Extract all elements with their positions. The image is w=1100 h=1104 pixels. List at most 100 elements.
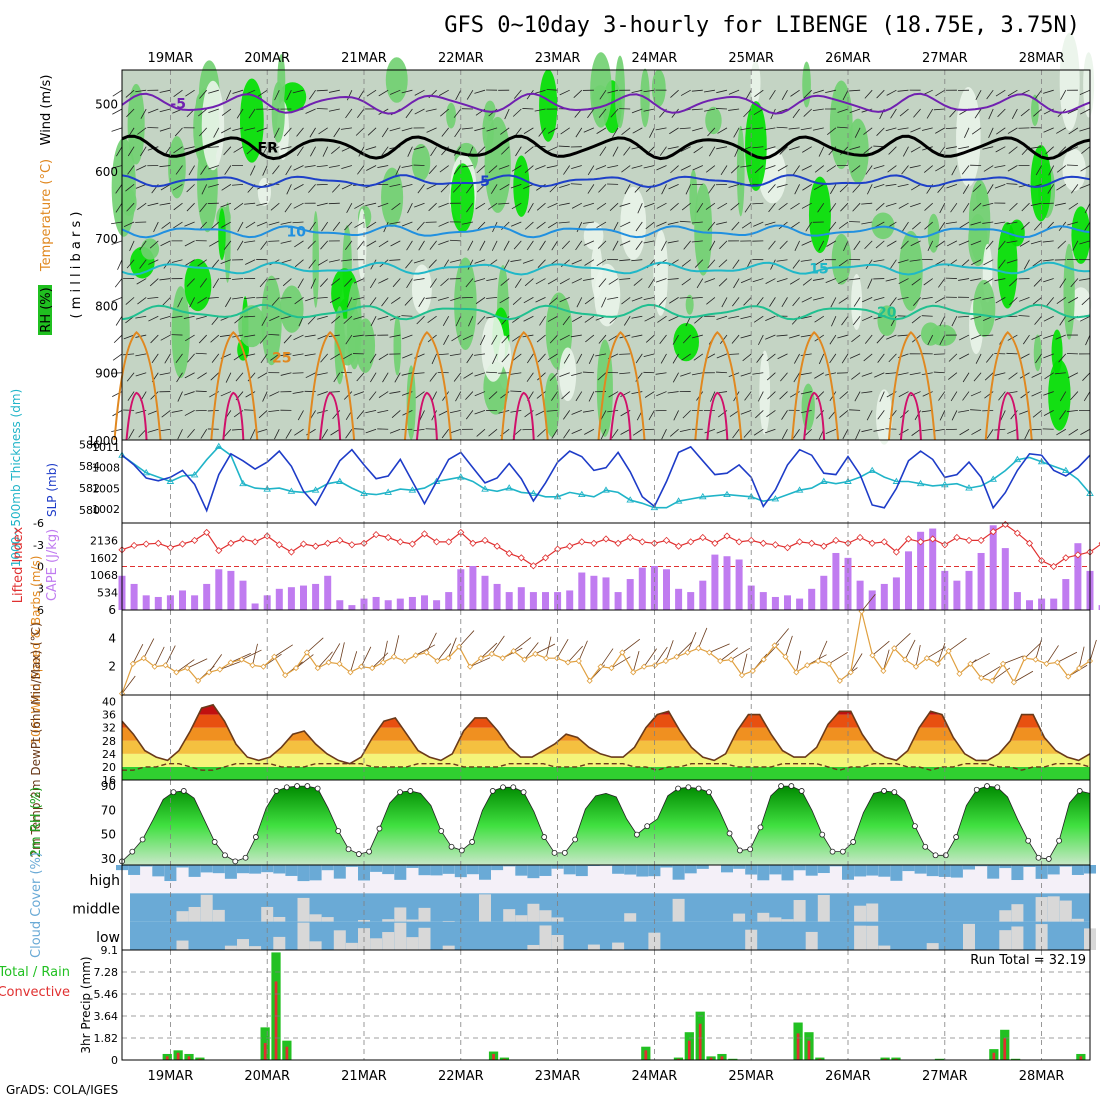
rh-marker — [130, 849, 135, 854]
day-label-bottom: 19MAR — [148, 1069, 194, 1084]
lifted-index-marker — [530, 563, 536, 569]
cloud-gap-middle — [273, 917, 285, 922]
rh-marker — [851, 839, 856, 844]
slp-tick-label: 1005 — [92, 482, 120, 495]
day-label-bottom: 24MAR — [632, 1069, 678, 1084]
rh-tick-label: 50 — [101, 828, 116, 842]
contour-label: 15 — [809, 261, 828, 277]
rh-marker — [243, 855, 248, 860]
cloud-gap-low — [394, 923, 406, 950]
wind-barb-10m — [448, 638, 456, 658]
cape-bar — [494, 584, 501, 610]
cape-bar — [1050, 599, 1057, 610]
rh-marker — [830, 849, 835, 854]
temp-tick-label: 32 — [102, 722, 116, 735]
cloud-gap-middle — [866, 904, 878, 922]
wind-barb-10m — [514, 638, 531, 652]
lifted-index-marker — [676, 543, 682, 549]
wind-barb — [317, 109, 328, 110]
slp-tick-label: 1002 — [92, 503, 120, 516]
cloud-gap-low — [612, 943, 624, 950]
wind-barb-10m — [1036, 638, 1042, 659]
rh-marker — [737, 848, 742, 853]
cape-bar — [203, 584, 210, 610]
cape-bar — [300, 586, 307, 610]
cloud-gap-low — [310, 941, 322, 950]
cape-bar — [240, 581, 247, 610]
cloud-gap-low — [419, 928, 431, 950]
cloud-bar-high — [213, 865, 225, 873]
day-label-top: 22MAR — [438, 51, 484, 66]
rh-marker — [449, 844, 454, 849]
cloud-bar-high — [733, 865, 745, 869]
wind-tick-label: 4 — [108, 631, 116, 645]
precip-convective-bar — [688, 1041, 691, 1060]
precip-convective-bar — [492, 1054, 495, 1060]
rh-marker — [923, 844, 928, 849]
rh-marker — [212, 839, 217, 844]
rh-tick-label: 70 — [101, 803, 116, 817]
lifted-index-line — [122, 525, 1100, 567]
wind-speed-marker — [413, 653, 418, 658]
li-tick-label: -3 — [33, 539, 44, 552]
rh-blob — [280, 286, 304, 333]
day-label-bottom: 23MAR — [535, 1069, 581, 1084]
pressure-tick-label: 500 — [95, 98, 118, 112]
cloud-gap-middle — [769, 917, 781, 921]
cloud-gap-middle — [322, 917, 334, 922]
cloud-bar-high — [467, 865, 479, 874]
rh-marker — [573, 837, 578, 842]
day-label-top: 27MAR — [922, 51, 968, 66]
cloud-bar-high — [818, 865, 830, 873]
precip-convective-bar — [264, 1043, 267, 1060]
rh-marker — [943, 853, 948, 858]
rh-marker — [398, 790, 403, 795]
cape-bar — [953, 581, 960, 610]
cape-bar — [881, 584, 888, 610]
cape-bar — [578, 573, 585, 610]
temp-tick-label: 20 — [102, 761, 116, 774]
pressure-axis-label: ( m i l l i b a r s ) — [69, 212, 84, 319]
cloud-bar-high — [152, 865, 164, 876]
contour-label: -5 — [170, 97, 186, 113]
wind-barb-10m — [666, 640, 673, 661]
rh-marker — [676, 786, 681, 791]
cape-bar — [1002, 548, 1009, 610]
cloud-gap-middle — [503, 909, 515, 922]
rh-blob — [386, 57, 408, 103]
rh-blob — [615, 56, 625, 129]
cloud-bar-high — [903, 865, 915, 871]
rh-blob — [1052, 329, 1063, 373]
cape-bar — [518, 587, 525, 610]
cloud-bar-high — [419, 865, 431, 875]
lifted-index-marker — [180, 541, 186, 547]
pressure-tick-label: 600 — [95, 165, 118, 179]
cloud-bar-high — [540, 865, 552, 876]
wind-barb-10m — [155, 647, 165, 667]
rh-marker — [882, 788, 887, 793]
day-label-bottom: 26MAR — [825, 1069, 871, 1084]
precip-tick-label: 7.28 — [94, 966, 119, 979]
precip-convective-bar — [177, 1053, 180, 1060]
cape-bar — [978, 553, 985, 610]
cape-bar — [469, 566, 476, 610]
wind-speed-marker — [696, 646, 701, 651]
day-label-top: 23MAR — [535, 51, 581, 66]
wind-barb-10m — [949, 638, 967, 651]
rh-marker — [284, 785, 289, 790]
wind-barb-10m — [274, 645, 292, 657]
wind-barb — [1031, 429, 1042, 430]
precip-tick-label: 0 — [111, 1054, 118, 1067]
wind-barb — [111, 429, 122, 431]
rh-marker — [439, 829, 444, 834]
cloud-gap-low — [443, 946, 455, 950]
day-label-top: 24MAR — [632, 51, 678, 66]
wind-speed-marker — [381, 660, 386, 665]
cape-bar — [530, 592, 537, 610]
wind-speed-marker — [250, 663, 255, 668]
rh-blob — [737, 126, 745, 216]
cloud-bar-high — [854, 865, 866, 876]
cloud-gap-middle — [782, 919, 794, 921]
rh-marker — [346, 847, 351, 852]
